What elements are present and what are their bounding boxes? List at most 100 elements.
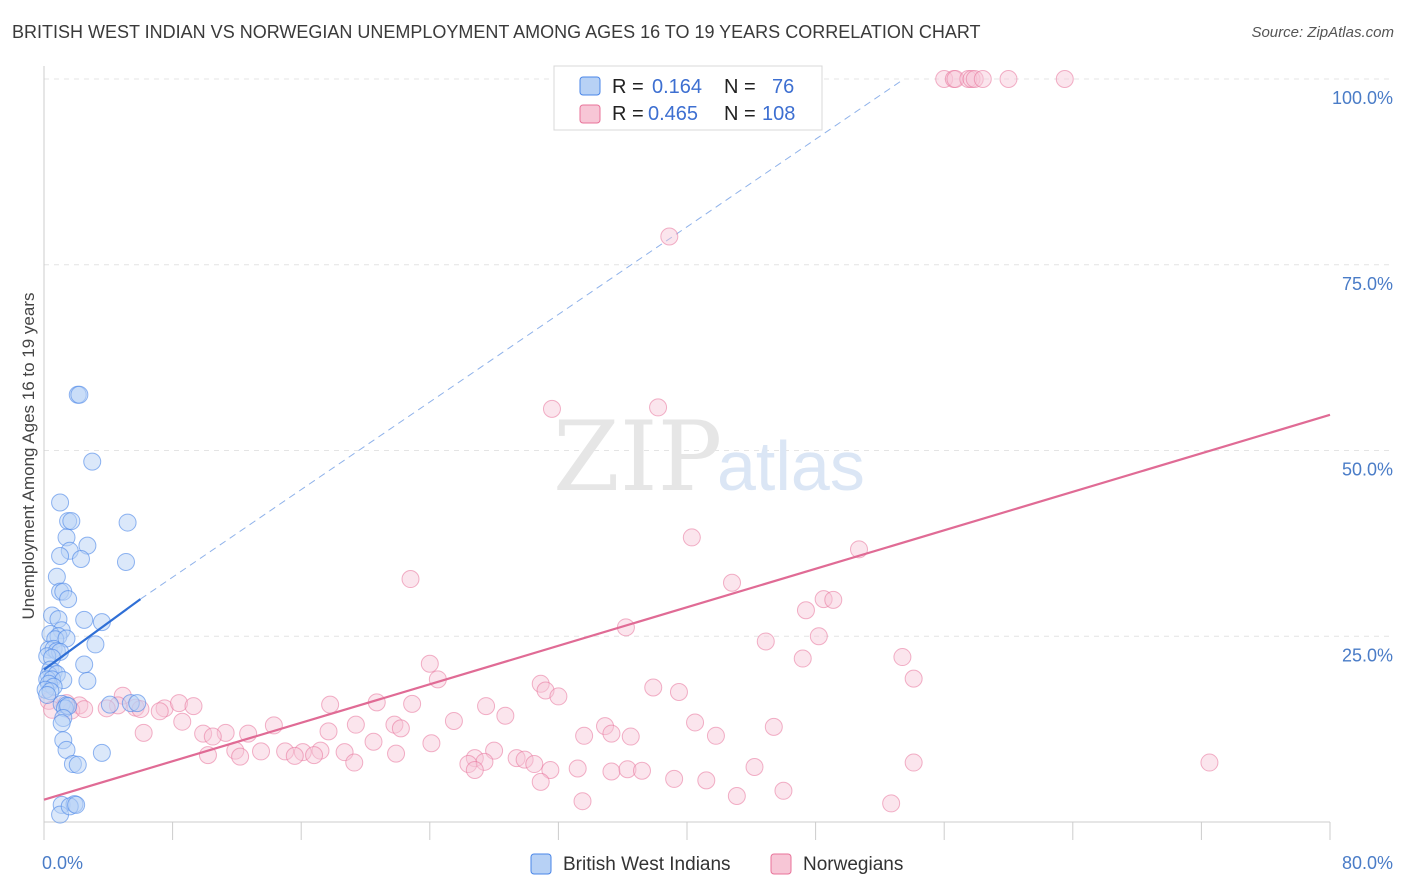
norwegians-point: [809, 627, 828, 646]
trendline-blue: [43, 598, 142, 671]
norwegians-point: [602, 762, 621, 781]
chart-title: BRITISH WEST INDIAN VS NORWEGIAN UNEMPLO…: [12, 22, 981, 42]
norwegians-point: [665, 769, 684, 788]
norwegians-point: [706, 726, 725, 745]
norwegians-point: [420, 654, 439, 673]
norwegians-point: [573, 792, 592, 811]
x-tick-label-min: 0.0%: [42, 853, 83, 873]
norwegians-point: [697, 771, 716, 790]
norwegians-point: [686, 713, 705, 732]
norwegians-point: [796, 601, 815, 620]
norwegians-point: [632, 761, 651, 780]
british-west-indians-point: [59, 590, 78, 609]
trendline-pink: [43, 413, 1331, 801]
norwegians-point: [649, 398, 668, 417]
british-west-indians-point: [70, 385, 89, 404]
norwegians-point: [793, 649, 812, 668]
norwegians-point: [444, 711, 463, 730]
watermark-zip: ZIP: [553, 401, 722, 513]
y-tick-label: 100.0%: [1332, 88, 1393, 108]
bottom-legend-swatch-blue: [530, 853, 552, 875]
british-west-indians-point: [86, 635, 105, 654]
norwegians-point: [364, 732, 383, 751]
watermark-atlas: atlas: [717, 427, 865, 505]
legend-box: R = 0.164 N = 76 R = 0.465 N = 108: [553, 65, 823, 131]
norwegians-point: [345, 753, 364, 772]
norwegians-point: [669, 682, 688, 701]
y-tick-label: 50.0%: [1342, 460, 1393, 480]
british-west-indians-point: [75, 610, 94, 629]
british-west-indians-point: [51, 493, 70, 512]
norwegians-point: [764, 717, 783, 736]
y-axis-title: Unemployment Among Ages 16 to 19 years: [19, 293, 38, 620]
norwegians-point: [305, 746, 324, 765]
legend-n-label-pink: N =: [724, 103, 756, 125]
british-west-indians-point: [62, 512, 81, 531]
british-west-indians-point: [100, 695, 119, 714]
british-west-indians-points: [36, 385, 147, 824]
legend-n-value-blue: 76: [772, 76, 794, 98]
norwegians-point: [568, 759, 587, 778]
legend-swatch-blue: [579, 76, 601, 96]
norwegians-point: [387, 744, 406, 763]
norwegians-point: [75, 700, 94, 719]
norwegians-point: [134, 723, 153, 742]
british-west-indians-point: [118, 513, 137, 532]
norwegians-point: [644, 678, 663, 697]
legend-r-value-blue: 0.164: [652, 76, 702, 98]
norwegians-point: [346, 715, 365, 734]
norwegians-point: [1055, 70, 1074, 88]
norwegians-point: [575, 726, 594, 745]
x-tick-label-max: 80.0%: [1342, 853, 1393, 873]
norwegians-point: [541, 760, 560, 779]
norwegians-point: [999, 70, 1018, 88]
bottom-legend: British West Indians Norwegians: [530, 853, 903, 875]
norwegians-point: [496, 706, 515, 725]
norwegians-point: [973, 70, 992, 88]
norwegians-point: [531, 772, 550, 791]
norwegians-point: [745, 758, 764, 777]
norwegians-point: [602, 724, 621, 743]
bottom-legend-label-blue: British West Indians: [563, 854, 731, 875]
british-west-indians-point: [75, 655, 94, 674]
norwegians-point: [814, 590, 833, 609]
legend-swatch-pink: [579, 104, 601, 124]
norwegians-point: [893, 648, 912, 667]
norwegians-point: [184, 697, 203, 716]
y-tick-label: 75.0%: [1342, 274, 1393, 294]
legend-r-value-pink: 0.465: [648, 103, 698, 125]
british-west-indians-point: [67, 795, 86, 814]
norwegians-point: [946, 70, 965, 88]
bottom-legend-label-pink: Norwegians: [803, 854, 903, 875]
norwegians-point: [401, 570, 420, 589]
norwegians-point: [727, 786, 746, 805]
norwegians-point: [774, 781, 793, 800]
norwegians-point: [1200, 753, 1219, 772]
norwegians-point: [391, 719, 410, 738]
british-west-indians-point: [52, 714, 71, 733]
norwegians-point: [756, 632, 775, 651]
norwegians-point: [618, 760, 637, 779]
norwegians-point: [252, 742, 271, 761]
gridlines: [44, 78, 1390, 637]
norwegians-point: [542, 399, 561, 418]
norwegians-point: [882, 794, 901, 813]
british-west-indians-point: [38, 685, 57, 704]
legend-n-value-pink: 108: [762, 103, 795, 125]
trendline-british-west-indians-extension: [140, 78, 905, 600]
norwegians-point: [285, 746, 304, 765]
norwegians-point: [596, 717, 615, 736]
british-west-indians-point: [83, 452, 102, 471]
norwegians-point: [422, 734, 441, 753]
legend-r-label-blue: R =: [612, 76, 644, 98]
norwegians-point: [904, 753, 923, 772]
british-west-indians-point: [78, 671, 97, 690]
norwegians-point: [155, 699, 174, 718]
norwegians-point: [621, 727, 640, 746]
norwegians-point: [231, 747, 250, 766]
y-tick-labels: 25.0% 50.0% 75.0% 100.0%: [1332, 88, 1393, 665]
norwegians-point: [170, 694, 189, 713]
norwegians-point: [465, 760, 484, 779]
norwegians-point: [276, 742, 295, 761]
